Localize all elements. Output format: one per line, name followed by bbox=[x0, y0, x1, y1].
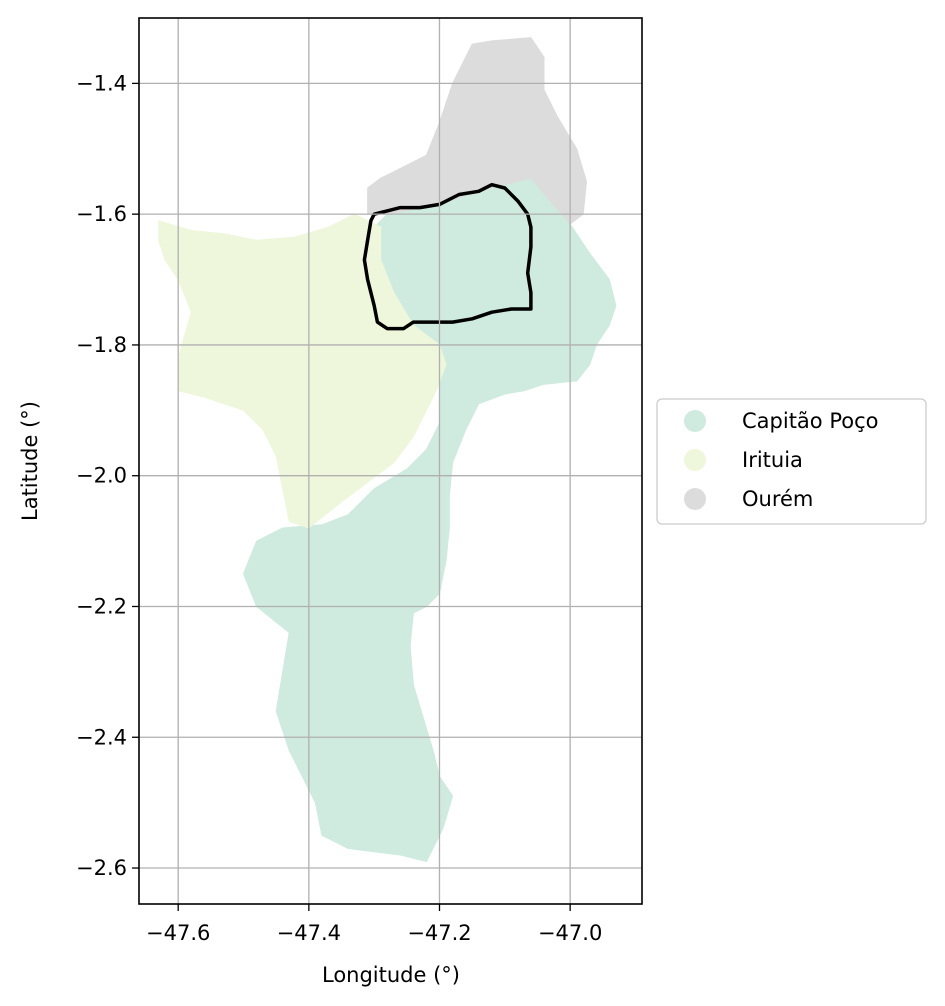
y-tick-label: −1.8 bbox=[76, 333, 127, 357]
y-tick-label: −2.6 bbox=[76, 856, 127, 880]
legend-items: Capitão Poço Irituia Ourém bbox=[684, 409, 878, 511]
grid-layer bbox=[139, 18, 642, 904]
x-tick-label: −47.4 bbox=[277, 921, 341, 945]
legend-frame bbox=[656, 398, 927, 525]
boundary-outline bbox=[362, 182, 533, 331]
y-tick-label: −1.6 bbox=[76, 202, 127, 226]
y-tick-label: −2.0 bbox=[76, 464, 127, 488]
ticks-layer: −47.6 −47.4 −47.2 −47.0 −1.4 −1.6 −1.8 −2.0 −2.2… bbox=[76, 71, 602, 945]
legend-marker bbox=[684, 449, 706, 471]
legend-marker bbox=[684, 488, 706, 510]
y-tick-label: −1.4 bbox=[76, 71, 127, 95]
legend-label: Irituia bbox=[742, 448, 803, 472]
x-axis-label: Longitude (°) bbox=[322, 963, 460, 987]
x-tick-label: −47.2 bbox=[407, 921, 471, 945]
legend-label: Ourém bbox=[742, 487, 813, 511]
x-tick-label: −47.6 bbox=[146, 921, 210, 945]
y-tick-label: −2.4 bbox=[76, 725, 127, 749]
y-axis-label: Latitude (°) bbox=[18, 401, 42, 521]
legend-marker bbox=[684, 410, 706, 432]
regions-layer bbox=[158, 37, 617, 863]
legend: Capitão Poço Irituia Ourém bbox=[656, 398, 927, 525]
outline-layer bbox=[362, 182, 533, 331]
legend-label: Capitão Poço bbox=[742, 409, 878, 433]
x-tick-label: −47.0 bbox=[538, 921, 602, 945]
axes-frame bbox=[138, 17, 643, 905]
region-capit-o-po-o bbox=[242, 177, 617, 863]
y-tick-label: −2.2 bbox=[76, 594, 127, 618]
